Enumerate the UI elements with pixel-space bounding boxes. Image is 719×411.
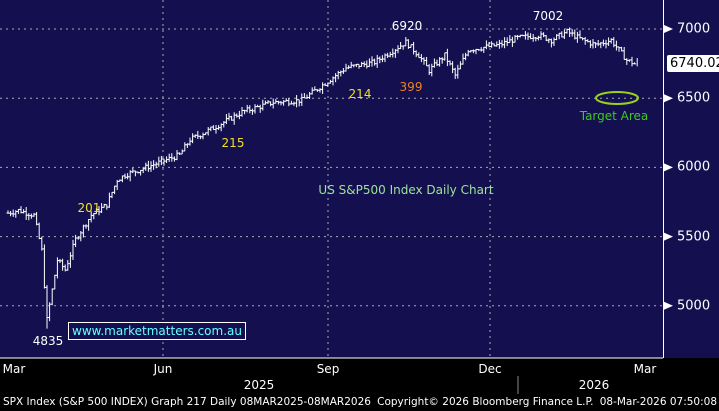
y-tick-label: 5500	[677, 229, 711, 245]
last-price-label: 6740.02	[667, 55, 719, 72]
target-area-label: Target Area	[579, 109, 649, 123]
low-annotation: 4835	[32, 334, 64, 348]
y-tick-marker	[664, 25, 673, 33]
annotation-399: 399	[399, 80, 423, 94]
chart-title: US S&P500 Index Daily Chart	[318, 183, 494, 197]
y-tick-marker	[664, 301, 673, 310]
annotation-201: 201	[77, 201, 101, 215]
x-tick-label: Sep	[316, 362, 340, 376]
x-tick-label: Dec	[478, 362, 502, 376]
plot-area	[0, 0, 663, 358]
y-tick-marker	[664, 94, 673, 103]
y-tick-marker	[664, 163, 673, 172]
y-tick-label: 6000	[677, 159, 711, 175]
footer-security: SPX Index (S&P 500 INDEX) Graph 217 Dail…	[3, 396, 371, 408]
high-6920-annotation: 6920	[391, 19, 423, 33]
y-tick-label: 7000	[677, 21, 711, 37]
y-tick-label: 6500	[677, 90, 711, 106]
y-tick-label: 5000	[677, 298, 711, 314]
website-link[interactable]: www.marketmatters.com.au	[68, 322, 246, 340]
footer-timestamp: 08-Mar-2026 07:50:08	[599, 396, 717, 408]
target-area-ellipse	[595, 91, 639, 105]
x-tick-label: Jun	[153, 362, 173, 376]
x-tick-label: Mar	[633, 362, 657, 376]
y-tick-marker	[664, 232, 673, 241]
footer-copyright: Copyright© 2026 Bloomberg Finance L.P.	[377, 396, 594, 408]
footer: SPX Index (S&P 500 INDEX) Graph 217 Dail…	[3, 396, 717, 408]
year-label: 2026	[578, 378, 610, 392]
x-tick-label: Mar	[2, 362, 26, 376]
annotation-214: 214	[348, 87, 372, 101]
year-label: 2025	[243, 378, 275, 392]
high-7002-annotation: 7002	[532, 9, 564, 23]
annotation-215: 215	[221, 136, 245, 150]
